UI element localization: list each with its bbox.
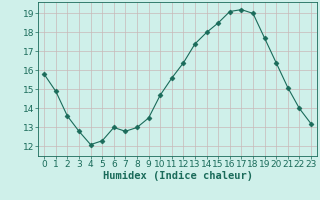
X-axis label: Humidex (Indice chaleur): Humidex (Indice chaleur)	[103, 171, 252, 181]
